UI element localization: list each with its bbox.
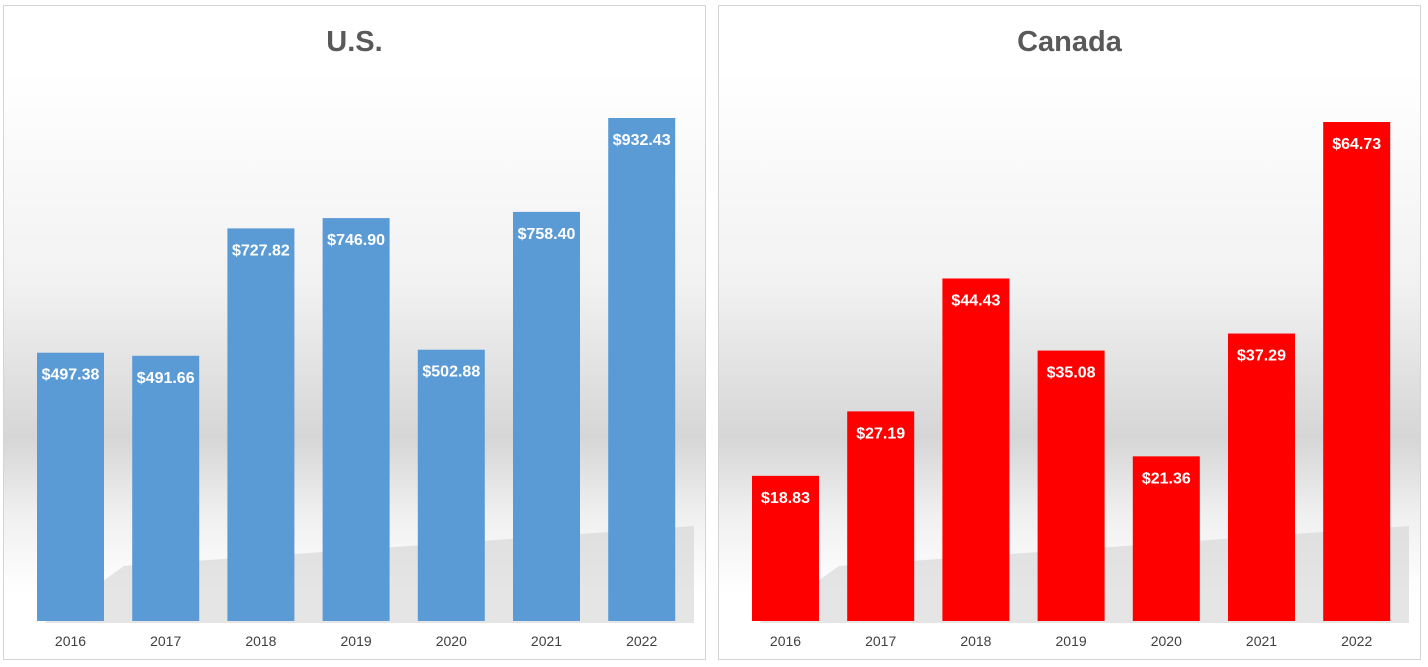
canada-bar-2016 — [752, 475, 819, 621]
canada-bar-2019 — [1037, 350, 1105, 621]
us-data-label-2016: $497.38 — [42, 367, 100, 384]
us-data-label-2021: $758.40 — [518, 226, 576, 243]
canada-x-tick-2017: 2017 — [865, 633, 896, 649]
us-x-tick-2019: 2019 — [341, 633, 372, 649]
us-bar-2021 — [513, 211, 580, 621]
us-data-label-2022: $932.43 — [613, 132, 671, 149]
us-bar-2017 — [132, 355, 200, 621]
canada-bar-2018 — [942, 278, 1010, 621]
canada-x-tick-2019: 2019 — [1056, 633, 1087, 649]
canada-data-label-2020: $21.36 — [1142, 470, 1191, 487]
us-x-tick-2017: 2017 — [150, 633, 181, 649]
canada-chart-title: Canada — [1017, 26, 1122, 58]
canada-x-tick-2018: 2018 — [960, 633, 991, 649]
canada-bar-2021 — [1228, 333, 1295, 621]
us-bar-chart: $497.38 2016 $491.66 2017 $727.82 2018 $746.90… — [37, 118, 694, 649]
us-bar-2019 — [322, 218, 390, 621]
canada-data-label-2021: $37.29 — [1237, 348, 1286, 365]
canada-data-label-2016: $18.83 — [761, 490, 810, 507]
us-x-tick-2021: 2021 — [531, 633, 562, 649]
canada-data-label-2018: $44.43 — [951, 292, 1000, 309]
us-x-tick-2022: 2022 — [626, 633, 657, 649]
canada-bar-2017 — [847, 411, 915, 621]
us-chart-panel: U.S. $497.38 2016 $491.66 2017 $727.82 2018 $7… — [3, 5, 706, 660]
canada-bar-2022 — [1323, 122, 1391, 621]
canada-data-label-2019: $35.08 — [1047, 365, 1096, 382]
us-x-tick-2016: 2016 — [55, 633, 86, 649]
us-data-label-2018: $727.82 — [232, 242, 290, 259]
canada-x-tick-2021: 2021 — [1246, 633, 1277, 649]
canada-x-tick-2022: 2022 — [1341, 633, 1372, 649]
us-data-label-2020: $502.88 — [422, 364, 480, 381]
canada-x-tick-2016: 2016 — [770, 633, 801, 649]
us-bar-2018 — [227, 228, 295, 621]
us-bar-2016 — [37, 352, 104, 621]
us-bar-2020 — [417, 349, 485, 621]
us-bar-2022 — [608, 118, 676, 621]
canada-data-label-2017: $27.19 — [856, 425, 905, 442]
us-x-tick-2018: 2018 — [245, 633, 276, 649]
canada-bar-2020 — [1132, 456, 1200, 621]
canada-chart-panel: Canada $18.83 2016 $27.19 2017 $44.43 2018 $35… — [718, 5, 1421, 660]
us-x-tick-2020: 2020 — [436, 633, 467, 649]
us-data-label-2019: $746.90 — [327, 232, 385, 249]
us-chart-title: U.S. — [326, 26, 383, 58]
canada-data-label-2022: $64.73 — [1332, 136, 1381, 153]
canada-bar-chart: $18.83 2016 $27.19 2017 $44.43 2018 $35.08 2019… — [752, 122, 1409, 649]
us-data-label-2017: $491.66 — [137, 370, 195, 387]
canada-x-tick-2020: 2020 — [1151, 633, 1182, 649]
